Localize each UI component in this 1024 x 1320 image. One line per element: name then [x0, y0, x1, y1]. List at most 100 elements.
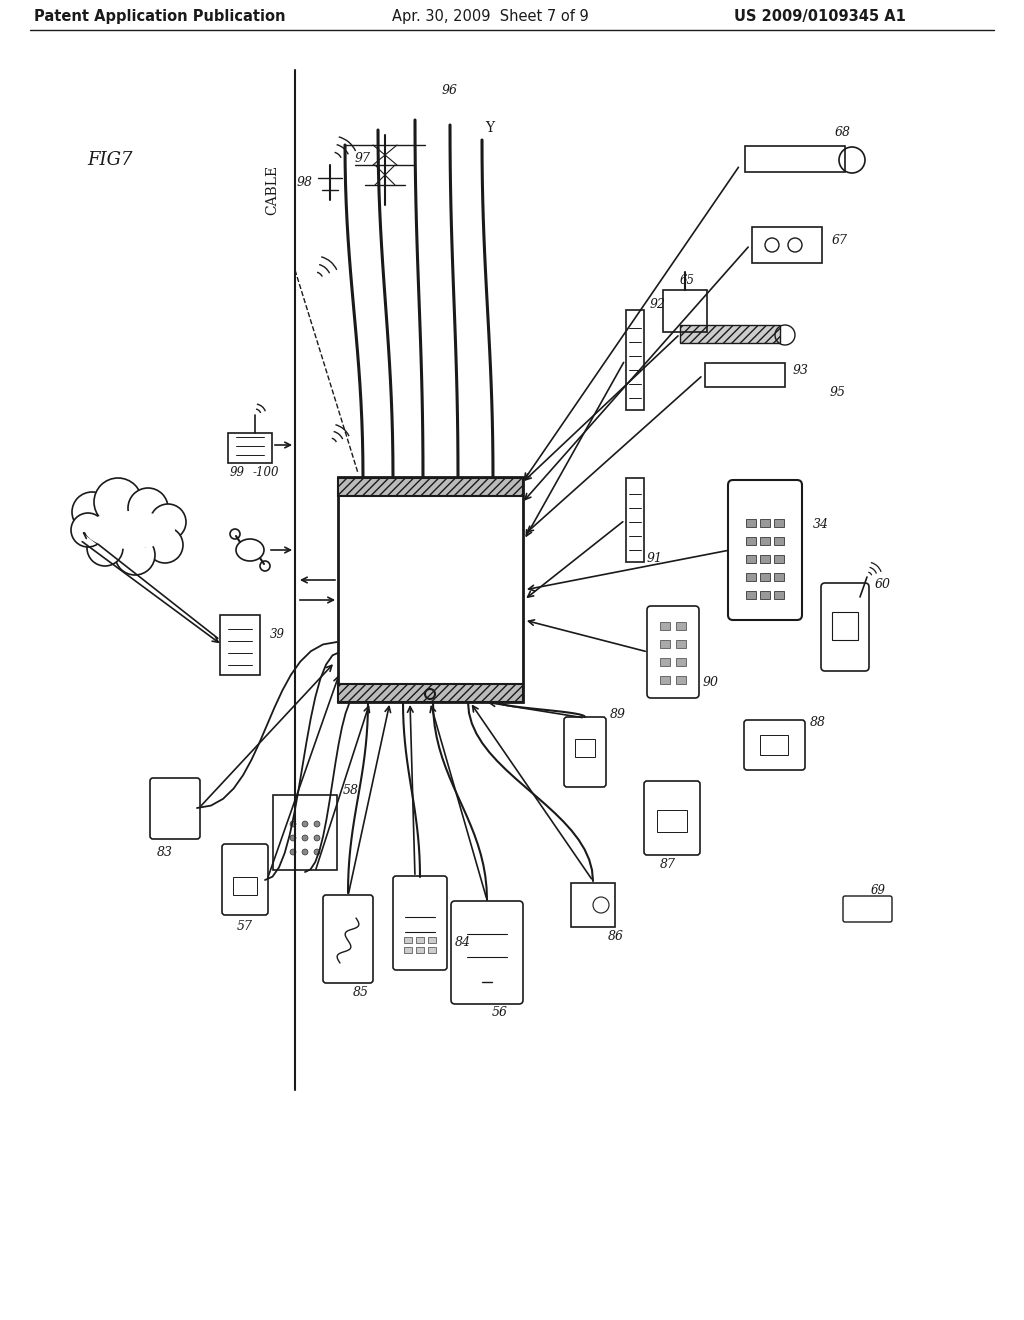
- Bar: [428, 946, 436, 953]
- Text: 96: 96: [442, 83, 458, 96]
- Bar: [746, 573, 756, 581]
- Text: 83: 83: [157, 846, 173, 858]
- Circle shape: [290, 821, 296, 828]
- Circle shape: [72, 492, 112, 532]
- Text: 86: 86: [608, 931, 624, 944]
- Bar: [831, 612, 858, 640]
- Text: 99: 99: [230, 466, 245, 479]
- Text: 84: 84: [455, 936, 471, 949]
- Circle shape: [147, 527, 183, 564]
- Bar: [233, 876, 257, 895]
- Text: CABLE: CABLE: [265, 165, 279, 215]
- Text: 85: 85: [353, 986, 369, 999]
- Bar: [220, 615, 260, 675]
- Text: 89: 89: [610, 708, 626, 721]
- Bar: [273, 795, 337, 870]
- Bar: [774, 554, 784, 564]
- Text: 15: 15: [399, 549, 431, 572]
- Bar: [746, 537, 756, 545]
- Circle shape: [115, 535, 155, 576]
- Bar: [660, 622, 670, 630]
- Bar: [676, 622, 686, 630]
- Bar: [760, 573, 770, 581]
- Bar: [774, 519, 784, 527]
- Text: 58: 58: [343, 784, 359, 796]
- Text: FIG7: FIG7: [87, 150, 133, 169]
- Bar: [657, 810, 687, 832]
- Bar: [760, 537, 770, 545]
- Text: -100: -100: [253, 466, 280, 479]
- Bar: [774, 537, 784, 545]
- Text: INTERNET: INTERNET: [98, 517, 158, 527]
- Bar: [705, 363, 785, 387]
- Bar: [404, 937, 412, 942]
- Bar: [760, 554, 770, 564]
- Bar: [746, 554, 756, 564]
- Bar: [575, 739, 595, 756]
- Text: 57: 57: [237, 920, 253, 932]
- Ellipse shape: [85, 511, 175, 549]
- Text: 93: 93: [793, 363, 809, 376]
- Text: 3: 3: [141, 539, 150, 552]
- Text: Y: Y: [485, 121, 495, 135]
- Bar: [774, 591, 784, 599]
- Text: 92: 92: [650, 298, 666, 312]
- Text: 91: 91: [647, 552, 663, 565]
- Bar: [338, 684, 523, 702]
- Circle shape: [290, 836, 296, 841]
- Bar: [752, 227, 822, 263]
- Bar: [676, 657, 686, 667]
- Text: 90: 90: [703, 676, 719, 689]
- Circle shape: [314, 821, 319, 828]
- Text: 95: 95: [830, 387, 846, 400]
- Bar: [338, 478, 523, 496]
- Text: 56: 56: [492, 1006, 508, 1019]
- Text: 67: 67: [831, 234, 848, 247]
- Bar: [760, 591, 770, 599]
- Ellipse shape: [75, 502, 185, 558]
- Bar: [571, 883, 615, 927]
- Bar: [746, 519, 756, 527]
- Circle shape: [94, 478, 142, 525]
- Bar: [338, 477, 523, 702]
- Circle shape: [302, 821, 308, 828]
- Text: Apr. 30, 2009  Sheet 7 of 9: Apr. 30, 2009 Sheet 7 of 9: [391, 9, 589, 25]
- Text: 39: 39: [270, 628, 285, 642]
- Bar: [746, 591, 756, 599]
- Bar: [760, 519, 770, 527]
- Circle shape: [150, 504, 186, 540]
- Text: 65: 65: [680, 273, 695, 286]
- Circle shape: [302, 836, 308, 841]
- Text: 68: 68: [835, 125, 851, 139]
- Circle shape: [314, 849, 319, 855]
- Bar: [680, 325, 780, 343]
- Text: 97: 97: [355, 152, 371, 165]
- Bar: [404, 946, 412, 953]
- Text: 69: 69: [870, 883, 886, 896]
- Text: Patent Application Publication: Patent Application Publication: [34, 9, 286, 25]
- Circle shape: [128, 488, 168, 528]
- Bar: [660, 676, 670, 684]
- Text: 98: 98: [297, 176, 313, 189]
- Bar: [774, 573, 784, 581]
- Circle shape: [87, 531, 123, 566]
- Bar: [745, 147, 845, 172]
- Circle shape: [290, 849, 296, 855]
- Bar: [676, 640, 686, 648]
- Circle shape: [71, 513, 105, 546]
- Bar: [760, 735, 788, 755]
- Bar: [660, 657, 670, 667]
- Bar: [416, 937, 424, 942]
- Text: 87: 87: [660, 858, 676, 871]
- Text: 34: 34: [813, 519, 829, 532]
- Bar: [626, 478, 644, 562]
- Bar: [416, 946, 424, 953]
- Bar: [676, 676, 686, 684]
- Bar: [660, 640, 670, 648]
- Text: US 2009/0109345 A1: US 2009/0109345 A1: [734, 9, 906, 25]
- Circle shape: [302, 849, 308, 855]
- Circle shape: [314, 836, 319, 841]
- Text: 88: 88: [810, 717, 826, 730]
- Bar: [663, 290, 707, 333]
- Bar: [626, 310, 644, 411]
